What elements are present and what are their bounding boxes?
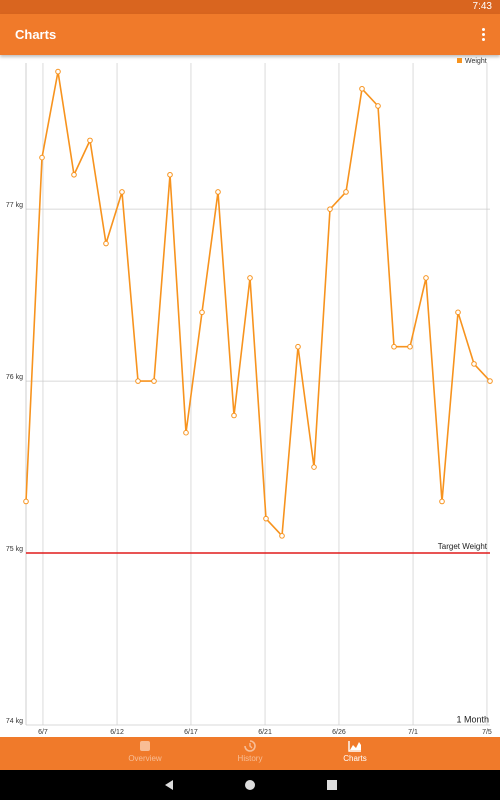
status-time: 7:43	[472, 1, 492, 12]
y-tick-label: 74 kg	[6, 718, 23, 725]
data-point	[55, 68, 61, 75]
data-point	[343, 189, 349, 195]
data-point	[311, 464, 317, 470]
nav-label: Overview	[128, 754, 162, 763]
y-tick-label: 77 kg	[6, 202, 23, 209]
data-point	[103, 240, 109, 247]
status-bar: 7:43	[0, 0, 500, 14]
data-point	[423, 275, 429, 281]
data-point	[359, 85, 365, 92]
data-point	[135, 378, 141, 384]
system-buttons	[165, 780, 337, 790]
data-point	[295, 343, 301, 350]
data-point	[231, 412, 237, 419]
y-tick-label: 75 kg	[6, 546, 23, 553]
system-nav	[0, 770, 500, 800]
overflow-menu[interactable]	[482, 28, 486, 43]
x-tick-label: 6/26	[332, 729, 346, 736]
data-point	[119, 189, 125, 195]
data-point	[23, 498, 29, 505]
nav-item[interactable]: History	[200, 737, 300, 770]
data-point	[71, 171, 77, 178]
data-point	[375, 103, 381, 109]
legend-label: Weight	[465, 58, 487, 65]
range-label: 1 Month	[456, 714, 489, 724]
data-point	[487, 378, 493, 384]
data-point	[391, 343, 397, 350]
data-point	[439, 498, 445, 505]
data-point	[327, 206, 333, 212]
nav-icon	[244, 740, 256, 752]
data-point	[263, 515, 269, 522]
nav-icon	[348, 741, 361, 752]
x-tick-label: 6/21	[258, 729, 272, 736]
recents-button[interactable]	[327, 780, 337, 790]
home-button[interactable]	[245, 780, 255, 790]
data-point	[151, 378, 157, 384]
data-point	[407, 343, 413, 350]
x-tick-label: 7/5	[482, 729, 492, 736]
data-point	[199, 309, 205, 316]
chart: 74 kg 75 kg 76 kg 77 kg 6/7 6/12 6/17 6/21 6/26 7…	[6, 58, 493, 736]
legend-swatch	[457, 58, 462, 63]
data-point	[279, 533, 285, 539]
data-point	[87, 137, 93, 144]
data-point	[455, 309, 461, 316]
data-point	[167, 171, 173, 178]
y-tick-label: 76 kg	[6, 374, 23, 381]
data-point	[215, 189, 221, 195]
data-line	[25, 70, 491, 537]
nav-label: History	[237, 754, 263, 763]
app-title: Charts	[15, 27, 57, 42]
nav-icon	[140, 741, 150, 751]
x-tick-label: 6/7	[38, 729, 48, 736]
data-point	[183, 429, 189, 436]
x-tick-label: 6/17	[184, 729, 198, 736]
target-label: Target Weight	[438, 542, 488, 551]
nav-item[interactable]: Charts	[305, 737, 405, 770]
back-button[interactable]	[165, 780, 173, 790]
data-point	[471, 361, 477, 367]
nav-label: Charts	[343, 754, 367, 763]
app-bar: Charts	[0, 14, 500, 55]
data-point	[247, 275, 253, 281]
data-point	[39, 154, 45, 161]
x-tick-label: 6/12	[110, 729, 124, 736]
bottom-nav: Overview History Charts	[0, 737, 500, 770]
x-tick-label: 7/1	[408, 729, 418, 736]
nav-item[interactable]: Overview	[95, 737, 195, 770]
